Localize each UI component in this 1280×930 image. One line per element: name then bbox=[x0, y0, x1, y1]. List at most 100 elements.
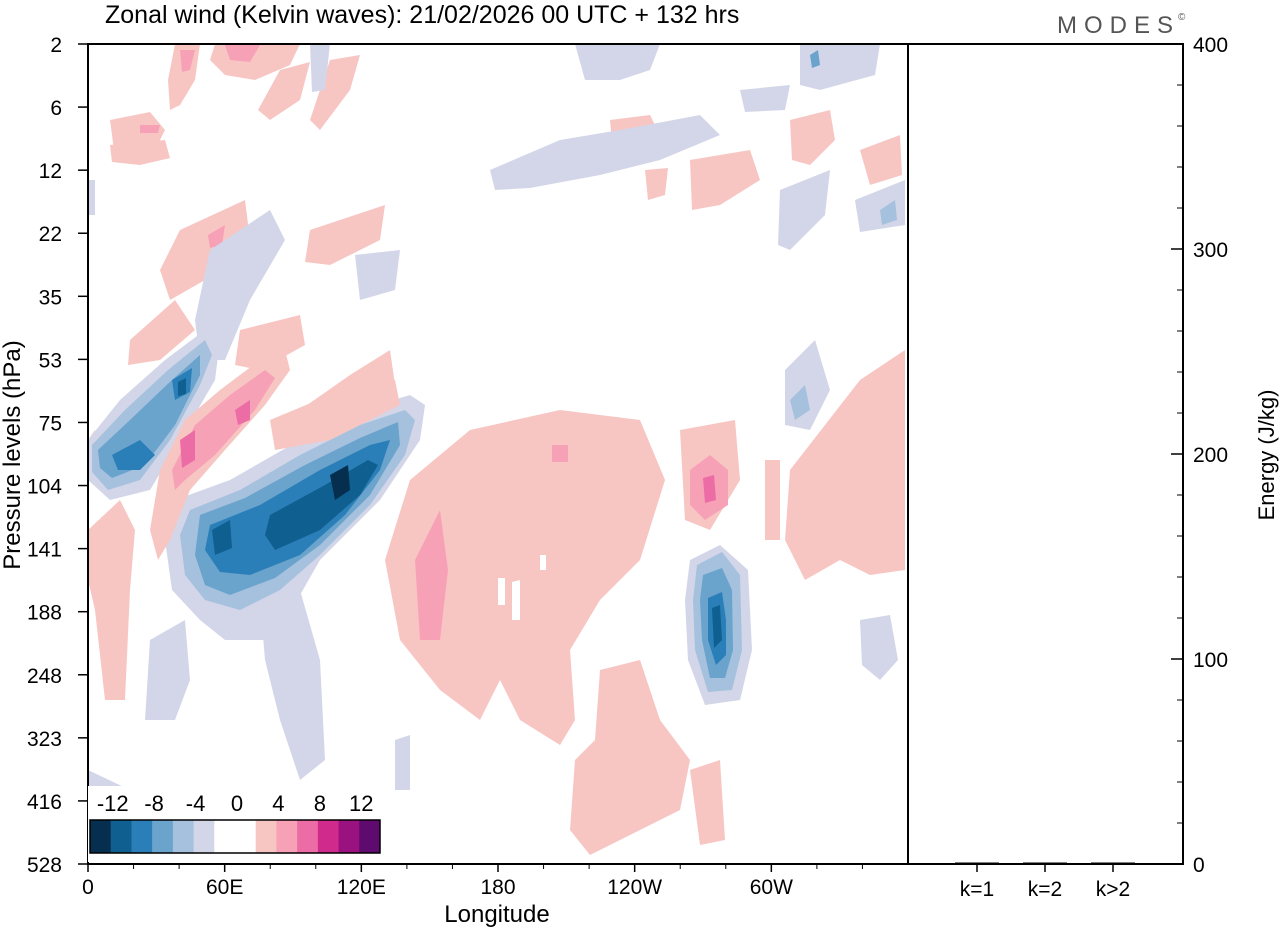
energy-axis-label: Energy (J/kg) bbox=[1254, 390, 1279, 521]
energy-category-label: k=1 bbox=[960, 878, 994, 901]
upper-negative-contour-12 bbox=[178, 378, 186, 396]
upper-positive-band bbox=[645, 168, 668, 200]
energy-category-label: k>2 bbox=[1096, 878, 1130, 901]
column-negative-anomaly bbox=[685, 545, 752, 705]
colorbar-swatch bbox=[214, 820, 236, 853]
colorbar-label: -8 bbox=[144, 791, 164, 816]
wind-field bbox=[88, 44, 908, 864]
energy-tick-label: 400 bbox=[1193, 34, 1228, 57]
field-gap bbox=[498, 578, 505, 605]
x-tick-label: 120E bbox=[337, 876, 386, 899]
upper-right-negative-contour-6b bbox=[880, 200, 897, 225]
energy-tick-label: 200 bbox=[1193, 444, 1228, 467]
lower-positive-peaks bbox=[703, 475, 716, 503]
colorbar-swatch bbox=[276, 820, 298, 853]
field-gap bbox=[540, 555, 546, 570]
upper-negative-band bbox=[575, 44, 660, 80]
column-negative-contour-12 bbox=[712, 605, 722, 648]
upper-positive-bands bbox=[110, 44, 902, 445]
upper-right-negatives bbox=[790, 50, 897, 420]
main-negative-contour-12 bbox=[265, 460, 378, 550]
field-gaps bbox=[498, 555, 546, 620]
upper-positive-contour-8 bbox=[180, 430, 195, 468]
upper-positive-band bbox=[258, 62, 310, 120]
colorbar-label: -12 bbox=[97, 791, 129, 816]
upper-negative-band bbox=[355, 250, 400, 300]
energy-bar bbox=[1091, 862, 1135, 864]
upper-right-negative-contour-8 bbox=[810, 50, 820, 68]
x-tick-label: 180 bbox=[480, 876, 515, 899]
y-tick-label: 53 bbox=[39, 349, 62, 372]
x-axis-ticks: 0 60E 120E 180 120W 60W bbox=[82, 864, 863, 899]
colorbar-label: -4 bbox=[186, 791, 206, 816]
colorbar-swatch bbox=[338, 820, 360, 853]
upper-positive-core bbox=[180, 50, 195, 72]
y-tick-label: 104 bbox=[27, 476, 62, 499]
x-tick-label: 0 bbox=[82, 876, 94, 899]
upper-positive-band bbox=[235, 315, 305, 370]
lower-positive-core bbox=[415, 510, 448, 640]
x-axis-label: Longitude bbox=[444, 901, 549, 928]
upper-positive-band bbox=[310, 55, 360, 130]
upper-positive-band bbox=[305, 205, 385, 265]
lower-negative-region bbox=[395, 735, 410, 790]
upper-positive-contour-8b bbox=[235, 400, 250, 425]
upper-positive-band bbox=[128, 300, 195, 365]
lower-positive-peak bbox=[703, 475, 716, 503]
modes-logo: MODES bbox=[1057, 12, 1180, 39]
y-axis-label: Pressure levels (hPa) bbox=[0, 340, 26, 569]
energy-bar bbox=[1023, 862, 1067, 864]
upper-positive-anomaly bbox=[150, 350, 400, 560]
y-tick-label: 75 bbox=[39, 412, 62, 435]
upper-positive-band bbox=[110, 140, 170, 165]
energy-category-label: k=2 bbox=[1028, 878, 1062, 901]
colorbar-swatch bbox=[317, 820, 340, 853]
colorbar-label: 4 bbox=[272, 791, 284, 816]
colorbar-swatch bbox=[359, 820, 381, 853]
lower-positive-region bbox=[690, 760, 725, 845]
colorbar-label: 12 bbox=[349, 791, 373, 816]
lower-negative-region bbox=[260, 590, 325, 780]
main-negative-contour-14 bbox=[330, 465, 350, 500]
upper-positive-band bbox=[790, 110, 835, 165]
colorbar-label: 0 bbox=[231, 791, 243, 816]
upper-negative-band bbox=[740, 85, 790, 112]
y-tick-label: 22 bbox=[39, 223, 62, 246]
colorbar-swatch bbox=[110, 820, 132, 853]
y-tick-label: 12 bbox=[39, 160, 62, 183]
lower-positive-region bbox=[88, 500, 135, 700]
lower-positive-region bbox=[570, 660, 690, 855]
main-negative-anomaly bbox=[165, 395, 425, 640]
y-tick-label: 416 bbox=[27, 791, 62, 814]
x-tick-label: 60W bbox=[750, 876, 793, 899]
upper-positive-contour-6 bbox=[172, 370, 275, 490]
colorbar-swatch bbox=[255, 820, 277, 853]
colorbar-swatch bbox=[131, 820, 153, 853]
energy-bars: k=1 k=2 k>2 bbox=[955, 862, 1135, 901]
upper-positive-band bbox=[160, 200, 250, 300]
lower-positive-region bbox=[385, 410, 665, 745]
colorbar-swatch bbox=[90, 820, 112, 853]
lower-positive-core bbox=[552, 445, 568, 462]
colorbar-legend: -12 -8 -4 0 4 8 12 bbox=[88, 786, 384, 862]
upper-right-negative-contour-6 bbox=[790, 385, 810, 420]
energy-tick-label: 100 bbox=[1193, 649, 1228, 672]
upper-positive-core bbox=[225, 45, 260, 62]
colorbar-swatches bbox=[90, 820, 381, 853]
energy-tick-label: 0 bbox=[1193, 854, 1205, 877]
modes-logo-mark: © bbox=[1178, 12, 1186, 23]
y-axis-ticks: 2 6 12 22 35 53 75 104 141 188 248 323 416 528 bbox=[27, 34, 88, 877]
upper-positive-core bbox=[140, 125, 160, 133]
upper-positive-contour-4b bbox=[270, 380, 400, 450]
upper-negative-band bbox=[490, 115, 720, 190]
y-tick-label: 35 bbox=[39, 286, 62, 309]
energy-tick-label: 300 bbox=[1193, 239, 1228, 262]
colorbar-labels: -12 -8 -4 0 4 8 12 bbox=[97, 791, 374, 816]
y-tick-label: 188 bbox=[27, 602, 62, 625]
colorbar-label: 8 bbox=[314, 791, 326, 816]
y-tick-label: 2 bbox=[50, 34, 62, 57]
upper-positive-cores bbox=[140, 45, 260, 248]
upper-negative-band bbox=[195, 210, 285, 360]
y-tick-label: 141 bbox=[27, 539, 62, 562]
